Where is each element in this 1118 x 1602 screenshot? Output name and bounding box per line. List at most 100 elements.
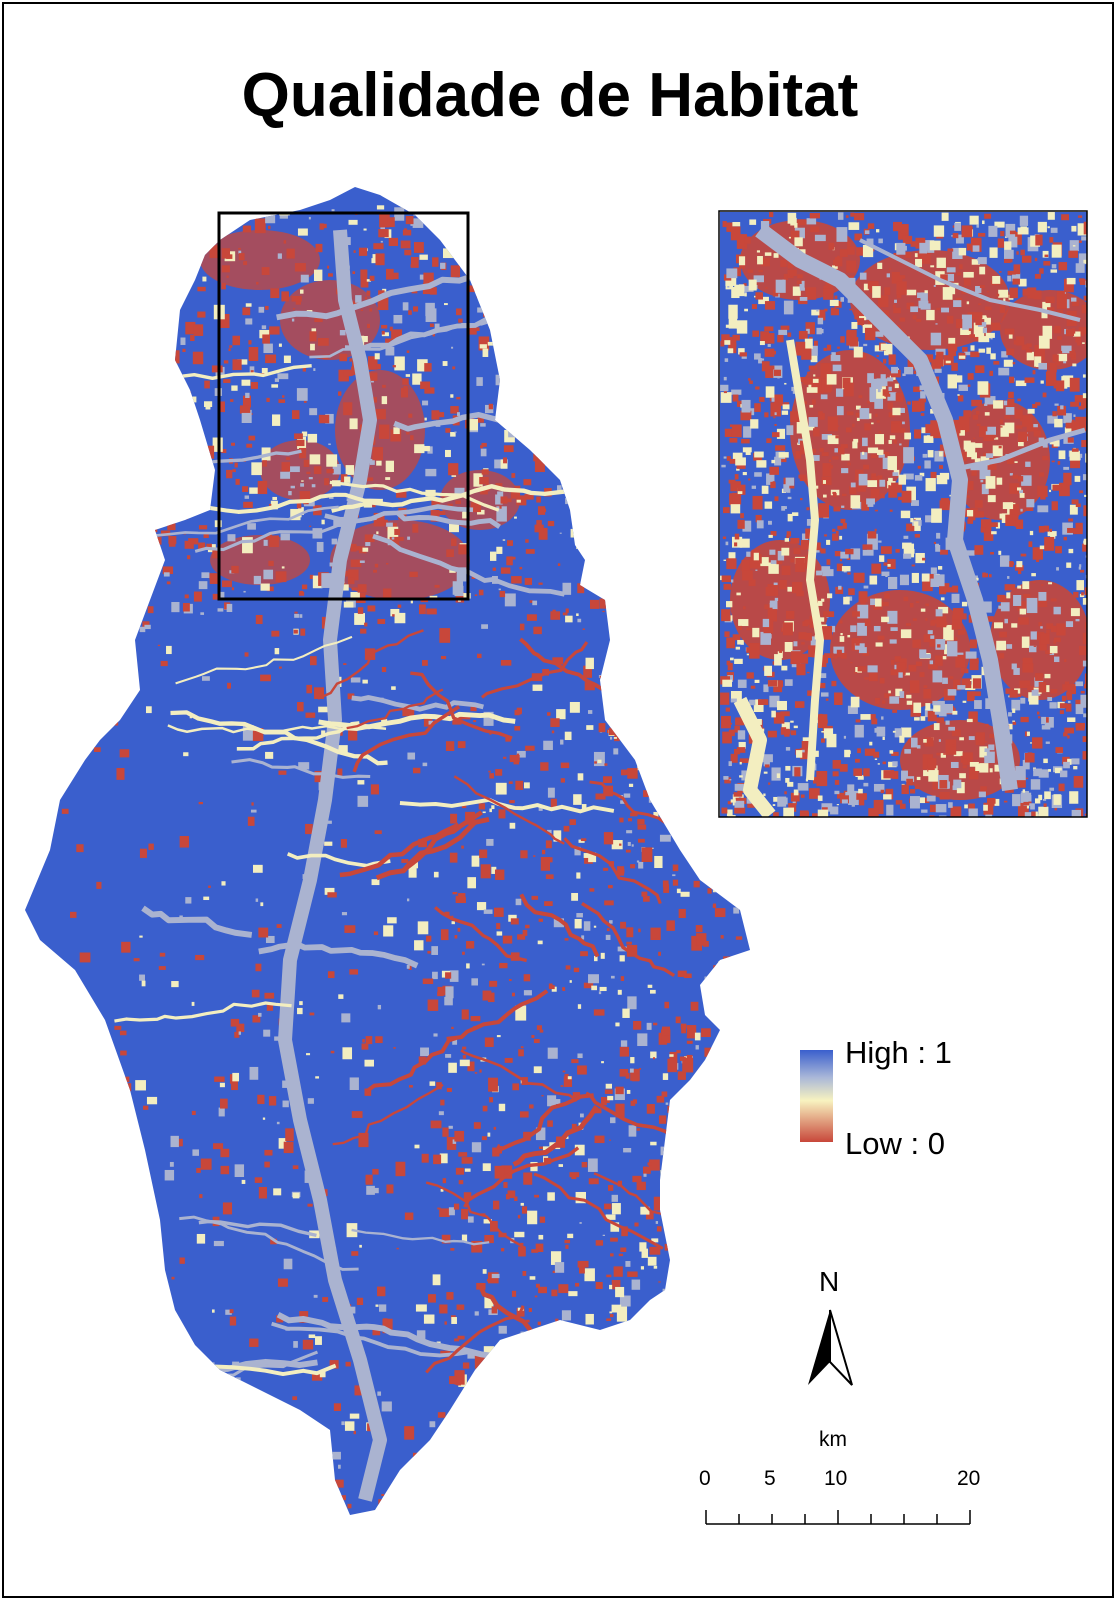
- raster-cell: [499, 962, 508, 969]
- raster-cell: [853, 572, 865, 583]
- raster-cell: [321, 573, 332, 588]
- raster-cell: [816, 570, 823, 576]
- raster-cell: [479, 849, 488, 858]
- raster-cell: [570, 528, 582, 538]
- raster-cell: [967, 518, 974, 524]
- raster-cell: [663, 280, 669, 287]
- raster-cell: [1063, 472, 1072, 486]
- raster-cell: [600, 402, 603, 405]
- raster-cell: [249, 366, 255, 374]
- raster-cell: [345, 465, 355, 475]
- raster-cell: [892, 771, 899, 779]
- raster-cell: [728, 1024, 738, 1039]
- raster-cell: [609, 1284, 613, 1290]
- raster-cell: [421, 1153, 429, 1163]
- raster-cell: [28, 390, 32, 394]
- raster-cell: [237, 359, 248, 365]
- raster-cell: [1063, 761, 1070, 769]
- raster-cell: [750, 419, 759, 429]
- raster-cell: [1038, 681, 1047, 693]
- raster-cell: [148, 843, 154, 850]
- raster-cell: [935, 323, 938, 325]
- raster-cell: [739, 352, 747, 357]
- raster-cell: [139, 848, 147, 858]
- raster-cell: [417, 359, 428, 372]
- raster-cell: [268, 1096, 277, 1106]
- raster-cell: [1075, 723, 1085, 731]
- raster-cell: [1003, 298, 1006, 302]
- raster-cell: [722, 1184, 726, 1187]
- raster-cell: [1043, 803, 1047, 808]
- raster-cell: [268, 503, 272, 506]
- raster-cell: [605, 934, 611, 940]
- raster-cell: [1060, 405, 1064, 410]
- raster-cell: [607, 566, 611, 570]
- raster-cell: [63, 308, 67, 313]
- raster-cell: [869, 387, 880, 403]
- raster-cell: [294, 613, 299, 618]
- raster-cell: [903, 535, 909, 539]
- raster-cell: [884, 393, 891, 397]
- raster-cell: [786, 531, 792, 537]
- raster-cell: [548, 983, 553, 989]
- raster-cell: [251, 989, 260, 998]
- raster-cell: [822, 463, 832, 477]
- raster-cell: [736, 592, 741, 596]
- raster-cell: [966, 301, 970, 305]
- raster-cell: [801, 533, 809, 540]
- drainage-line: [533, 1172, 664, 1250]
- raster-cell: [739, 538, 750, 548]
- raster-cell: [950, 806, 962, 817]
- raster-cell: [29, 509, 33, 513]
- raster-cell: [674, 1238, 685, 1253]
- raster-cell: [487, 341, 495, 346]
- raster-cell: [737, 828, 745, 837]
- drainage-line: [236, 721, 360, 751]
- raster-cell: [254, 1177, 263, 1183]
- raster-cell: [730, 698, 737, 703]
- raster-cell: [1036, 559, 1040, 563]
- raster-cell: [482, 1163, 491, 1172]
- raster-cell: [534, 1502, 544, 1515]
- raster-cell: [324, 887, 335, 895]
- raster-cell: [969, 768, 979, 780]
- raster-cell: [617, 1180, 623, 1187]
- raster-cell: [1027, 287, 1037, 299]
- raster-cell: [675, 606, 686, 617]
- raster-cell: [1067, 735, 1070, 739]
- raster-cell: [828, 459, 832, 463]
- raster-cell: [313, 269, 323, 282]
- raster-cell: [337, 1495, 346, 1501]
- raster-cell: [213, 1240, 224, 1247]
- raster-cell: [420, 1507, 431, 1515]
- raster-cell: [713, 358, 716, 362]
- raster-cell: [580, 455, 591, 462]
- raster-cell: [554, 1262, 565, 1273]
- raster-cell: [931, 508, 942, 523]
- raster-cell: [520, 1202, 524, 1206]
- raster-cell: [508, 400, 517, 411]
- raster-cell: [556, 270, 564, 275]
- raster-cell: [901, 490, 912, 503]
- raster-cell: [649, 1246, 661, 1255]
- raster-cell: [834, 790, 840, 795]
- raster-cell: [227, 682, 231, 689]
- raster-cell: [989, 733, 995, 739]
- raster-cell: [649, 254, 654, 259]
- raster-cell: [491, 1513, 496, 1515]
- raster-cell: [1081, 592, 1084, 596]
- raster-cell: [457, 412, 460, 416]
- raster-cell: [974, 458, 981, 463]
- raster-cell: [881, 716, 884, 720]
- raster-cell: [737, 484, 746, 495]
- raster-cell: [945, 273, 955, 282]
- raster-cell: [595, 1341, 603, 1352]
- raster-cell: [885, 788, 894, 800]
- raster-cell: [525, 1319, 530, 1323]
- raster-cell: [679, 1206, 685, 1211]
- raster-cell: [914, 784, 920, 790]
- raster-cell: [588, 852, 597, 863]
- raster-cell: [414, 242, 424, 253]
- raster-cell: [450, 1414, 455, 1417]
- raster-cell: [564, 291, 572, 297]
